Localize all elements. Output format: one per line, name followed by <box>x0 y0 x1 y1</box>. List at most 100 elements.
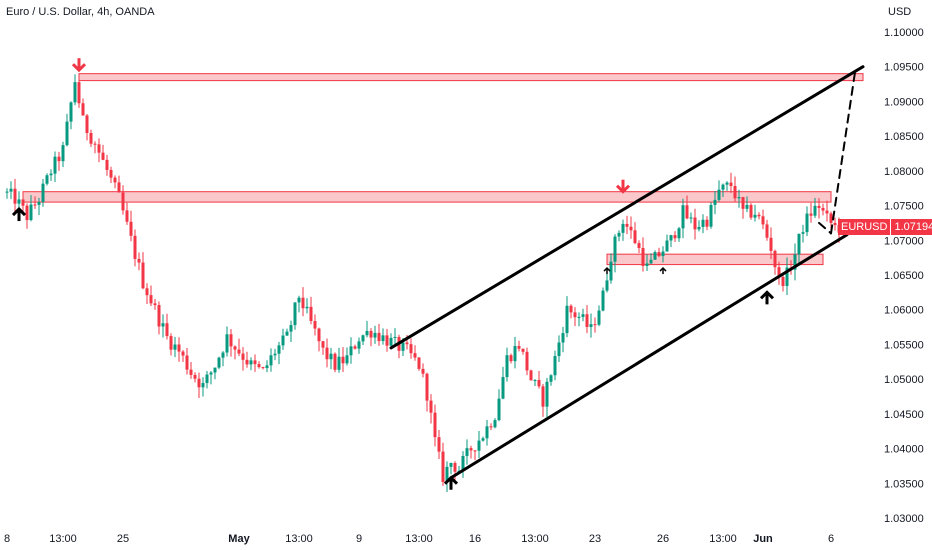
candle <box>657 247 661 258</box>
candle <box>565 296 569 338</box>
candle <box>361 334 365 346</box>
candle <box>109 166 113 184</box>
candle <box>737 189 741 208</box>
y-axis: 1.10000 1.09500 1.09000 1.08500 1.08000 1.075… <box>884 27 924 525</box>
candle <box>281 328 285 350</box>
y-tick-label: 1.05500 <box>884 339 924 351</box>
candle <box>509 353 513 364</box>
candle <box>145 283 149 305</box>
candle <box>693 208 697 240</box>
candle <box>441 442 445 486</box>
candle <box>409 338 413 359</box>
candle <box>445 461 449 493</box>
candle <box>189 362 193 379</box>
x-tick-label: 16 <box>469 533 481 545</box>
zones-layer <box>22 73 864 266</box>
candle <box>429 394 433 424</box>
candle <box>261 366 265 370</box>
candle <box>633 222 637 245</box>
candle <box>569 304 573 319</box>
candle <box>73 74 77 106</box>
candle <box>725 181 729 191</box>
candle <box>253 354 257 372</box>
candle <box>533 379 537 387</box>
candle <box>753 204 757 222</box>
candle <box>157 301 161 335</box>
candle <box>749 203 753 220</box>
candle <box>393 328 397 347</box>
candle <box>709 202 713 229</box>
candle <box>433 404 437 447</box>
candle <box>181 350 185 362</box>
candle <box>373 325 377 344</box>
candle <box>757 212 761 220</box>
candle <box>225 326 229 357</box>
candle <box>781 273 785 292</box>
candle <box>717 180 721 202</box>
arrow-up-icon <box>659 266 667 275</box>
candle <box>545 377 549 418</box>
candle <box>817 198 821 219</box>
arrow-down-icon <box>71 58 87 73</box>
markers-layer <box>11 58 775 490</box>
candle <box>341 347 345 372</box>
candle <box>501 366 505 400</box>
candle <box>61 141 65 168</box>
candle <box>705 216 709 231</box>
candle <box>621 219 625 241</box>
candle <box>649 253 653 264</box>
badge-price: 1.07194 <box>890 218 932 235</box>
candle <box>293 302 297 330</box>
candle <box>141 252 145 290</box>
x-tick-label: 26 <box>657 533 669 545</box>
y-tick-label: 1.03000 <box>884 513 924 525</box>
candle <box>277 341 281 365</box>
candle <box>397 334 401 359</box>
candle <box>729 172 733 193</box>
candle <box>637 240 641 253</box>
candle <box>801 224 805 243</box>
candle <box>117 175 121 193</box>
candle <box>205 371 209 389</box>
candle <box>577 312 581 327</box>
candle <box>793 243 797 281</box>
y-tick-label: 1.10000 <box>884 27 924 39</box>
candle <box>521 348 525 355</box>
candle <box>477 431 481 458</box>
y-tick-label: 1.07500 <box>884 201 924 213</box>
candle <box>301 287 305 317</box>
arrow-up-icon <box>443 475 459 490</box>
candle <box>305 298 309 314</box>
candle <box>665 234 669 252</box>
candle <box>365 320 369 338</box>
candle <box>493 418 497 429</box>
projection-line <box>830 71 856 235</box>
candle <box>661 246 665 263</box>
candle <box>325 338 329 368</box>
candle <box>149 285 153 306</box>
channel-line <box>389 65 865 350</box>
candle <box>581 308 585 322</box>
candle <box>813 197 817 218</box>
y-tick-label: 1.05000 <box>884 374 924 386</box>
candle <box>237 338 241 357</box>
candle <box>641 237 645 272</box>
candle <box>69 101 73 130</box>
candle <box>553 350 557 381</box>
candle <box>769 227 773 259</box>
candle <box>53 151 57 183</box>
resistance-zone <box>606 253 824 266</box>
candle <box>321 340 325 355</box>
candle <box>265 360 269 373</box>
y-tick-label: 1.04000 <box>884 444 924 456</box>
candle <box>681 198 685 239</box>
candle <box>701 214 705 234</box>
candle <box>733 176 737 202</box>
y-tick-label: 1.06000 <box>884 305 924 317</box>
candle <box>165 313 169 340</box>
candle <box>297 295 301 313</box>
candle <box>825 200 829 222</box>
x-tick-label: Jun <box>753 533 773 545</box>
x-axis: 8 13:00 25 May 13:00 9 13:00 16 13:00 23 26 13:00 Ju… <box>4 533 834 545</box>
